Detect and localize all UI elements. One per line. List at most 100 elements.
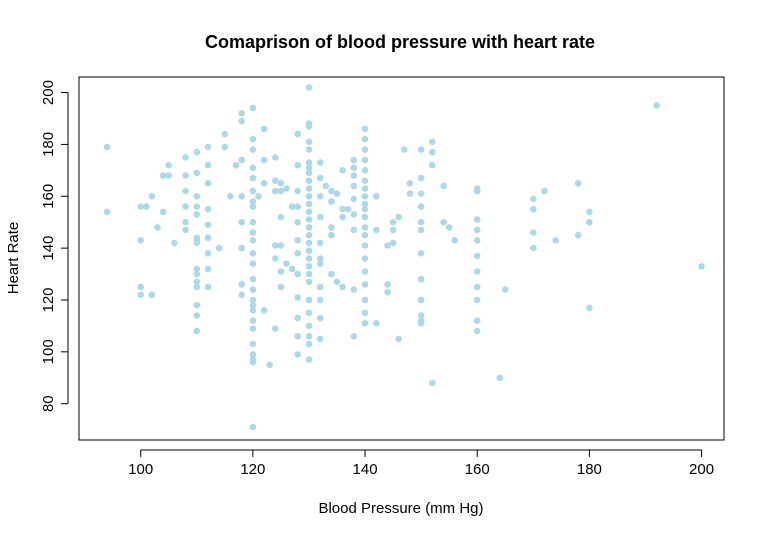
data-point [339, 205, 346, 213]
data-point [586, 208, 593, 216]
data-point [429, 138, 436, 146]
data-point [305, 255, 313, 262]
data-point [204, 205, 212, 213]
data-point [389, 239, 397, 247]
data-point [193, 312, 201, 319]
data-point [260, 125, 268, 133]
data-point [249, 237, 257, 244]
data-point [350, 226, 358, 234]
data-point [316, 213, 324, 221]
data-point [429, 161, 436, 169]
data-point [204, 180, 212, 187]
data-point [429, 148, 436, 156]
data-point [143, 203, 150, 210]
data-point [316, 335, 324, 343]
data-point [328, 224, 335, 231]
data-point [137, 291, 144, 299]
data-point [473, 252, 481, 260]
data-point [417, 320, 425, 327]
data-point [305, 84, 313, 91]
data-point [305, 177, 313, 184]
data-point [574, 231, 582, 239]
data-point [361, 296, 369, 304]
y-axis-ticks: 80 100 120 140 160 180 200 [40, 80, 68, 412]
x-tick-label: 200 [689, 461, 714, 478]
data-point [440, 218, 447, 226]
y-tick-label: 80 [40, 395, 57, 412]
data-point [260, 156, 268, 164]
data-point [373, 226, 380, 234]
data-point [361, 205, 369, 213]
data-point [361, 224, 369, 231]
data-point [350, 164, 358, 172]
data-point [361, 185, 369, 192]
data-point [361, 320, 369, 327]
data-point [193, 239, 201, 247]
data-point [249, 174, 257, 182]
data-point [417, 226, 425, 234]
data-point [137, 283, 144, 291]
data-point [249, 317, 257, 325]
data-point [473, 237, 481, 244]
data-point [417, 312, 425, 319]
data-point [361, 242, 369, 249]
data-point [294, 270, 302, 278]
y-tick-label: 120 [40, 287, 57, 312]
data-point [249, 260, 257, 268]
data-point [283, 185, 290, 192]
data-point [193, 148, 201, 156]
data-point [350, 195, 358, 203]
data-point [103, 143, 111, 151]
data-point [305, 231, 313, 239]
data-point [322, 182, 330, 190]
data-point [328, 231, 335, 239]
data-point [350, 333, 358, 340]
y-axis-label: Heart Rate [5, 222, 22, 295]
data-point [294, 333, 302, 340]
data-point [266, 361, 274, 369]
data-point [350, 182, 358, 190]
data-point [350, 156, 358, 164]
data-point [417, 296, 425, 304]
data-point [182, 187, 189, 195]
data-point [294, 294, 302, 301]
data-point [238, 117, 245, 125]
data-point [294, 218, 302, 226]
data-point [277, 283, 285, 291]
data-point [182, 203, 189, 210]
data-point [260, 180, 268, 187]
data-point [305, 296, 313, 304]
data-point [159, 208, 167, 216]
data-point [272, 255, 279, 262]
x-axis-ticks: 100 120 140 160 180 200 [128, 450, 714, 478]
data-point [272, 177, 279, 184]
data-point [148, 193, 156, 200]
data-point [238, 193, 245, 200]
data-point [395, 335, 403, 343]
data-point [417, 250, 425, 257]
data-point [159, 172, 167, 179]
data-point [586, 218, 593, 226]
data-point [361, 281, 369, 288]
data-point [305, 263, 313, 270]
data-point [249, 164, 257, 172]
data-point [305, 146, 313, 153]
data-point [193, 211, 201, 218]
data-point [193, 278, 201, 286]
data-point [249, 146, 257, 153]
data-point [277, 187, 285, 195]
data-point [294, 187, 302, 195]
chart-title: Comaprison of blood pressure with heart … [205, 32, 595, 52]
data-point [429, 379, 436, 387]
data-point [530, 195, 537, 203]
data-point [103, 208, 111, 216]
data-point [305, 138, 313, 146]
y-tick-label: 140 [40, 236, 57, 261]
data-point [148, 291, 156, 299]
data-point [344, 205, 352, 213]
data-point [277, 213, 285, 221]
data-point [249, 198, 257, 205]
data-point [305, 200, 313, 208]
data-point [333, 278, 341, 286]
data-point [361, 135, 369, 143]
